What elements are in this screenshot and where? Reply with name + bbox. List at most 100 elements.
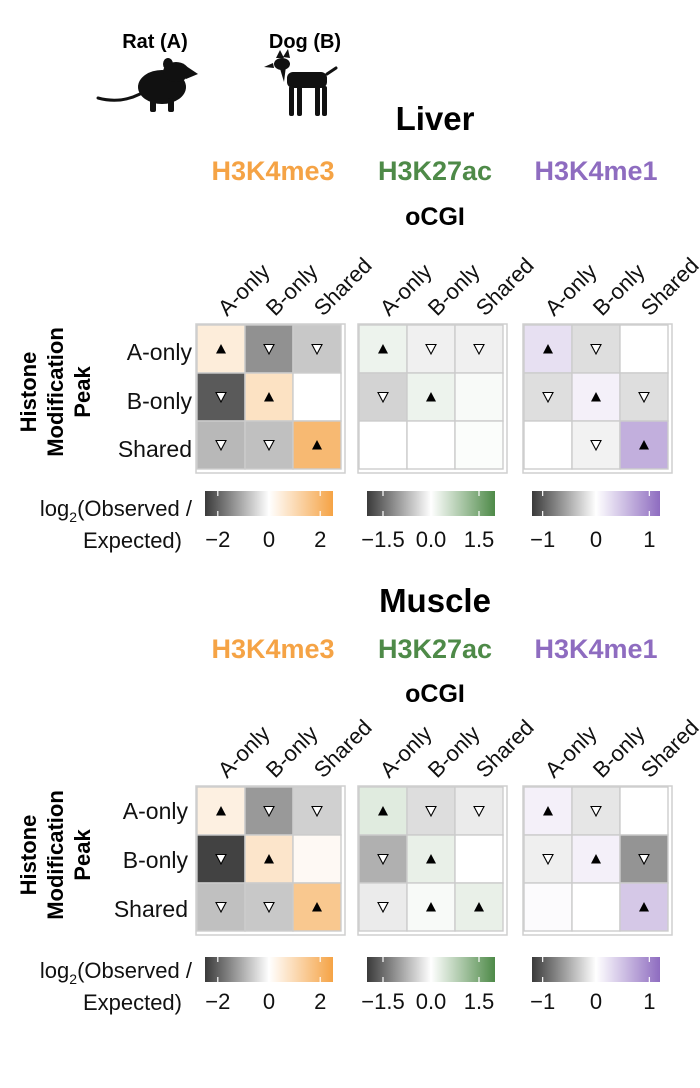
colorbar-tick-label: 1	[643, 527, 655, 552]
row-labels: A-only B-only Shared	[118, 339, 193, 462]
depletion-down-marker	[638, 853, 650, 866]
depletion-down-marker	[263, 439, 275, 452]
depletion-down-marker	[263, 901, 275, 914]
y-axis-title-line1: Histone	[16, 815, 41, 896]
column-label-shared: Shared	[471, 715, 539, 783]
colorbar-tick-label: 1.5	[464, 989, 495, 1014]
depletion-down-marker	[590, 439, 602, 452]
enrichment-up-marker	[216, 344, 226, 354]
panel-frame	[195, 323, 346, 474]
enrichment-up-marker	[264, 392, 274, 402]
depletion-down-marker	[542, 391, 554, 404]
panel-frame	[357, 323, 508, 474]
row-label-a-only: A-only	[127, 339, 193, 365]
colorbar-tick-label: 0	[263, 989, 275, 1014]
heatmap-cell-shared-shared	[454, 420, 504, 470]
mark-label-h3k4me3: H3K4me3	[211, 156, 334, 186]
row-label-b-only: B-only	[123, 847, 189, 873]
enrichment-up-marker	[264, 854, 274, 864]
depletion-down-marker	[263, 805, 275, 818]
legend-title-line1: log2(Observed /	[40, 496, 193, 525]
y-axis-title: Histone Modification Peak	[16, 327, 95, 457]
enrichment-up-marker	[216, 806, 226, 816]
legend-title: log2(Observed / Expected)	[40, 958, 193, 1015]
enrichment-up-marker	[474, 902, 484, 912]
enrichment-up-marker	[639, 902, 649, 912]
y-axis-title-line3: Peak	[70, 829, 95, 881]
heatmap-cell-shared-b-only	[571, 882, 621, 932]
heatmap-cell-shared-a-only	[523, 420, 573, 470]
colorbar-tick-label: −1	[530, 527, 555, 552]
depletion-down-marker	[377, 853, 389, 866]
enrichment-up-marker	[591, 854, 601, 864]
colorbar-tick-label: 0.0	[416, 989, 447, 1014]
mark-label-h3k27ac: H3K27ac	[378, 634, 492, 664]
row-label-shared: Shared	[118, 436, 192, 462]
column-label-shared: Shared	[636, 715, 700, 783]
legend-title: log2(Observed / Expected)	[40, 496, 193, 553]
species-a-label: Rat (A)	[122, 31, 188, 53]
column-label-b-only: B-only	[261, 721, 323, 783]
mark-label-h3k4me3: H3K4me3	[211, 634, 334, 664]
enrichment-up-marker	[543, 344, 553, 354]
row-labels: A-only B-only Shared	[114, 798, 189, 922]
row-label-a-only: A-only	[123, 798, 189, 824]
depletion-down-marker	[215, 901, 227, 914]
depletion-down-marker	[425, 805, 437, 818]
colorbar-tick-label: 1	[643, 989, 655, 1014]
depletion-down-marker	[473, 805, 485, 818]
y-axis-title-line1: Histone	[16, 352, 41, 433]
column-label-shared: Shared	[309, 715, 377, 783]
row-label-shared: Shared	[114, 896, 188, 922]
column-label-shared: Shared	[471, 253, 539, 321]
depletion-down-marker	[542, 853, 554, 866]
depletion-down-marker	[377, 391, 389, 404]
panel-frame	[522, 785, 673, 936]
row-label-b-only: B-only	[127, 388, 193, 414]
heatmap-cell-a-only-shared	[619, 786, 669, 836]
heatmap-cell-b-only-shared	[454, 372, 504, 422]
column-label-a-only: A-only	[213, 259, 275, 321]
column-label-shared: Shared	[636, 253, 700, 321]
enrichment-up-marker	[312, 440, 322, 450]
depletion-down-marker	[425, 343, 437, 356]
depletion-down-marker	[215, 391, 227, 404]
heatmap-cell-shared-a-only	[523, 882, 573, 932]
panel-frame	[357, 785, 508, 936]
colorbar-tick-label: 0	[263, 527, 275, 552]
panel-frame	[522, 323, 673, 474]
mark-label-h3k4me1: H3K4me1	[534, 156, 657, 186]
legend-title-line2: Expected)	[83, 990, 182, 1015]
depletion-down-marker	[215, 853, 227, 866]
panel-frame	[195, 785, 346, 936]
enrichment-up-marker	[378, 806, 388, 816]
heatmap-cell-shared-a-only	[358, 420, 408, 470]
enrichment-up-marker	[426, 392, 436, 402]
mark-label-h3k4me1: H3K4me1	[534, 634, 657, 664]
column-label-a-only: A-only	[375, 721, 437, 783]
depletion-down-marker	[263, 343, 275, 356]
column-label-b-only: B-only	[588, 259, 650, 321]
enrichment-up-marker	[312, 902, 322, 912]
heatmap-cell-a-only-shared	[619, 324, 669, 374]
y-axis-title: Histone Modification Peak	[16, 790, 95, 920]
colorbar-tick-label: 2	[314, 527, 326, 552]
column-label-shared: Shared	[309, 253, 377, 321]
column-label-b-only: B-only	[261, 259, 323, 321]
y-axis-title-line3: Peak	[70, 366, 95, 418]
y-axis-title-line2: Modification	[43, 790, 68, 920]
colorbar-tick-label: 2	[314, 989, 326, 1014]
colorbar-tick-label: −1	[530, 989, 555, 1014]
heatmap-cell-shared-b-only	[406, 420, 456, 470]
colorbar-tick-label: −1.5	[361, 527, 404, 552]
enrichment-up-marker	[426, 902, 436, 912]
colorbar-tick-label: 1.5	[464, 527, 495, 552]
enrichment-up-marker	[378, 344, 388, 354]
muscle-subtitle: oCGI	[405, 680, 465, 708]
depletion-down-marker	[215, 439, 227, 452]
